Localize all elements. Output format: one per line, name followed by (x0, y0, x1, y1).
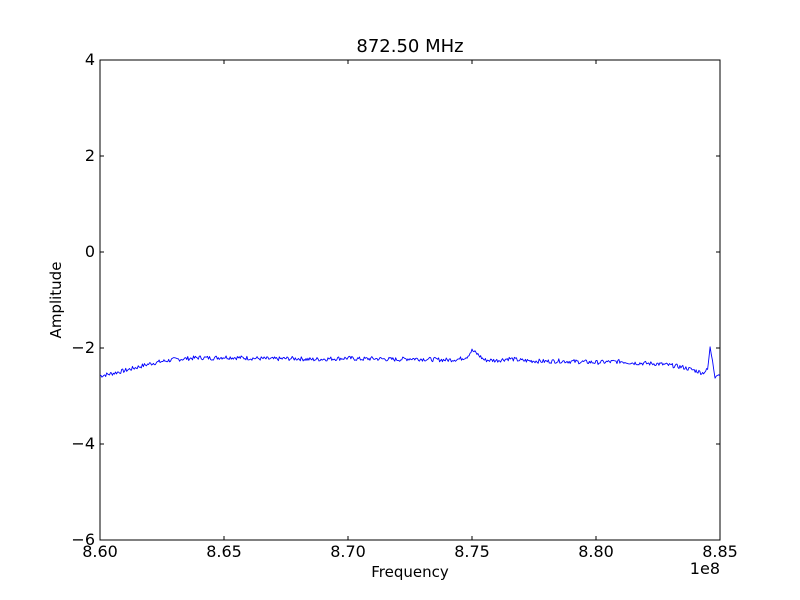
y-tick-label-4: 2 (85, 146, 95, 165)
x-axis-label: Frequency (371, 563, 449, 581)
x-axis-offset-label: 1e8 (690, 559, 720, 578)
y-tick-label-5: 4 (85, 50, 95, 69)
x-tick-label-4: 8.80 (578, 542, 614, 561)
axis-ticks (99, 59, 721, 541)
y-tick-label-3: 0 (85, 242, 95, 261)
plot-frame (99, 59, 721, 541)
x-tick-label-5: 8.85 (702, 542, 738, 561)
y-axis-label: Amplitude (47, 262, 65, 339)
series-layer (100, 346, 720, 379)
x-tick-label-3: 8.75 (454, 542, 490, 561)
series-line-0 (100, 346, 720, 379)
y-tick-label-1: −4 (71, 434, 95, 453)
x-tick-label-1: 8.65 (206, 542, 242, 561)
y-tick-label-0: −6 (71, 530, 95, 549)
chart-title: 872.50 MHz (356, 36, 463, 57)
x-tick-label-2: 8.70 (330, 542, 366, 561)
x-tick-label-0: 8.60 (82, 542, 118, 561)
y-tick-label-2: −2 (71, 338, 95, 357)
tick-labels: 8.60 8.65 8.70 8.75 8.80 8.85 −6 −4 −2 0 2 4 (71, 50, 737, 561)
